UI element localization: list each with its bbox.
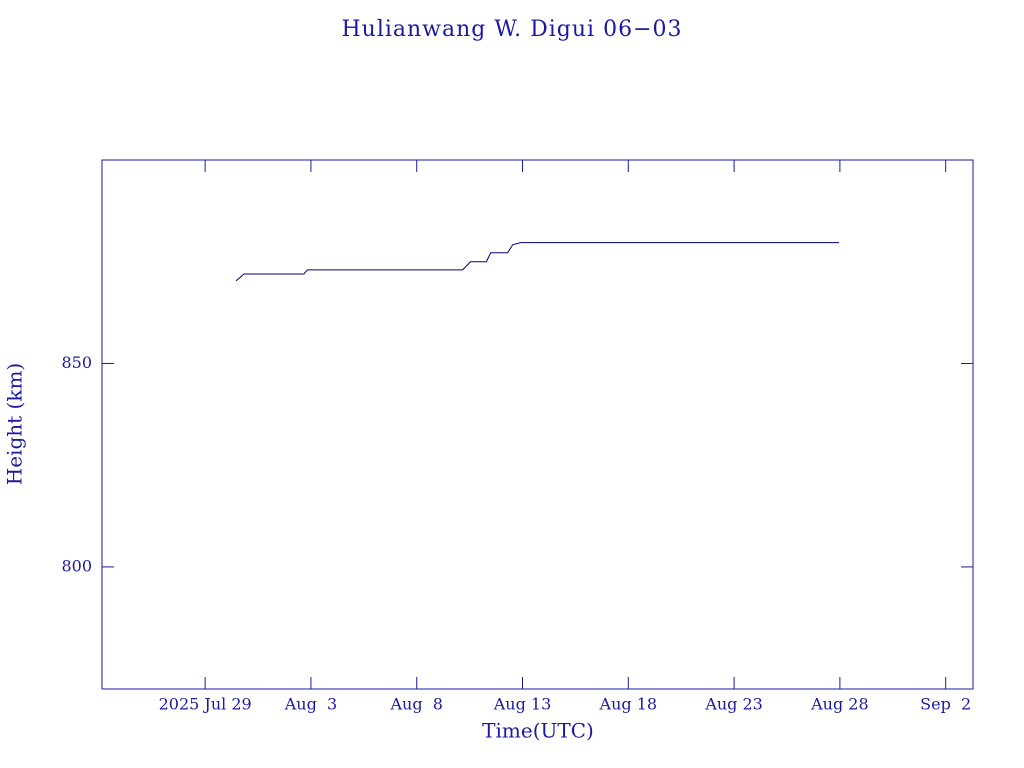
plot-frame (101, 159, 974, 690)
x-tick-label: Aug 8 (389, 695, 442, 714)
x-tick-label: Aug 28 (810, 695, 869, 714)
y-tick-label: 850 (61, 353, 92, 372)
x-axis-label: Time(UTC) (482, 719, 594, 743)
x-tick-label: Aug 18 (599, 695, 658, 714)
x-tick-label: Aug 3 (284, 695, 337, 714)
data-line (235, 242, 839, 282)
x-tick-label: Aug 23 (704, 695, 763, 714)
y-tick-label: 800 (61, 556, 92, 575)
x-tick-label: 2025 Jul 29 (159, 695, 252, 714)
x-tick-label: Sep 2 (920, 695, 971, 714)
chart-title: Hulianwang W. Digui 06−03 (341, 17, 682, 42)
x-tick-label: Aug 13 (493, 695, 552, 714)
y-axis-label: Height (km) (3, 363, 27, 485)
